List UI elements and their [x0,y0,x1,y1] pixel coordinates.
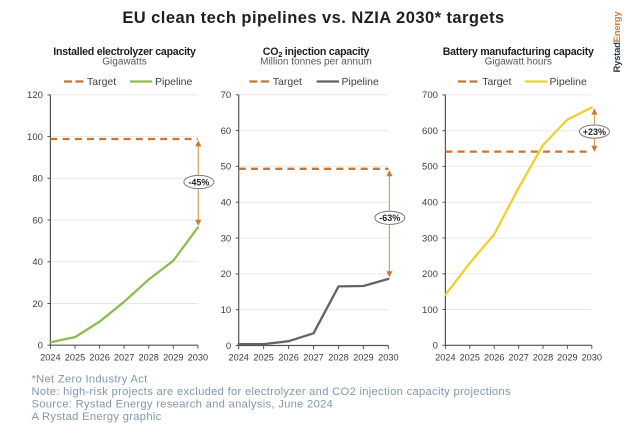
svg-text:EU clean tech pipelines vs. NZ: EU clean tech pipelines vs. NZIA 2030* t… [122,9,504,27]
svg-text:A Rystad Energy graphic: A Rystad Energy graphic [32,411,162,423]
svg-text:30: 30 [221,233,232,244]
svg-text:Installed electrolyzer capacit: Installed electrolyzer capacity [53,46,196,58]
svg-text:120: 120 [27,90,43,101]
svg-text:10: 10 [221,305,232,316]
svg-text:2029: 2029 [353,353,373,363]
svg-text:2028: 2028 [533,353,553,363]
svg-text:40: 40 [221,198,232,209]
svg-text:2028: 2028 [138,352,158,362]
svg-text:CO2 injection capacity: CO2 injection capacity [263,46,370,59]
svg-text:20: 20 [32,299,43,310]
svg-text:2030: 2030 [378,353,398,363]
svg-text:Pipeline: Pipeline [155,76,193,88]
svg-text:300: 300 [422,233,438,244]
svg-text:2026: 2026 [278,353,298,363]
svg-text:-63%: -63% [379,213,400,223]
svg-text:0: 0 [38,341,43,352]
svg-text:2025: 2025 [253,353,273,363]
svg-text:Source: Rystad Energy research: Source: Rystad Energy research and analy… [32,399,334,411]
svg-text:60: 60 [32,215,43,226]
svg-text:0: 0 [226,341,231,352]
svg-text:Pipeline: Pipeline [550,76,588,88]
svg-text:Target: Target [273,76,302,88]
svg-text:100: 100 [27,132,43,143]
svg-text:Note: high-risk projects are e: Note: high-risk projects are excluded fo… [32,386,511,398]
svg-text:Gigawatt hours: Gigawatt hours [485,57,552,68]
svg-text:2027: 2027 [114,352,134,362]
svg-text:20: 20 [221,269,232,280]
svg-text:400: 400 [422,198,438,209]
svg-text:2024: 2024 [228,353,248,363]
svg-text:60: 60 [221,126,232,137]
svg-text:200: 200 [422,269,438,280]
svg-text:RystadEnergy: RystadEnergy [612,11,623,73]
svg-text:Target: Target [87,76,116,88]
svg-text:2025: 2025 [460,353,480,363]
svg-text:2025: 2025 [65,352,85,362]
svg-text:2027: 2027 [303,353,323,363]
svg-text:2026: 2026 [484,353,504,363]
svg-text:*Net Zero Industry Act: *Net Zero Industry Act [32,374,149,386]
svg-text:2028: 2028 [328,353,348,363]
svg-text:600: 600 [422,126,438,137]
svg-text:Gigawatts: Gigawatts [102,57,146,68]
svg-text:70: 70 [221,90,232,101]
svg-text:Pipeline: Pipeline [342,76,380,88]
svg-text:50: 50 [221,162,232,173]
svg-text:Target: Target [482,76,511,88]
svg-text:2026: 2026 [89,352,109,362]
svg-text:2029: 2029 [163,352,183,362]
svg-text:Battery manufacturing capacity: Battery manufacturing capacity [443,46,594,58]
svg-text:2030: 2030 [582,353,602,363]
svg-text:2024: 2024 [435,353,455,363]
svg-text:Million tonnes per annum: Million tonnes per annum [260,57,372,68]
svg-text:100: 100 [422,305,438,316]
svg-text:+23%: +23% [583,127,606,137]
svg-text:-45%: -45% [188,177,209,187]
svg-text:0: 0 [433,341,438,352]
svg-text:500: 500 [422,162,438,173]
svg-text:80: 80 [32,174,43,185]
svg-text:2030: 2030 [188,352,208,362]
svg-text:700: 700 [422,90,438,101]
svg-text:2024: 2024 [40,352,60,362]
svg-text:2029: 2029 [557,353,577,363]
svg-text:2027: 2027 [508,353,528,363]
svg-text:40: 40 [32,257,43,268]
